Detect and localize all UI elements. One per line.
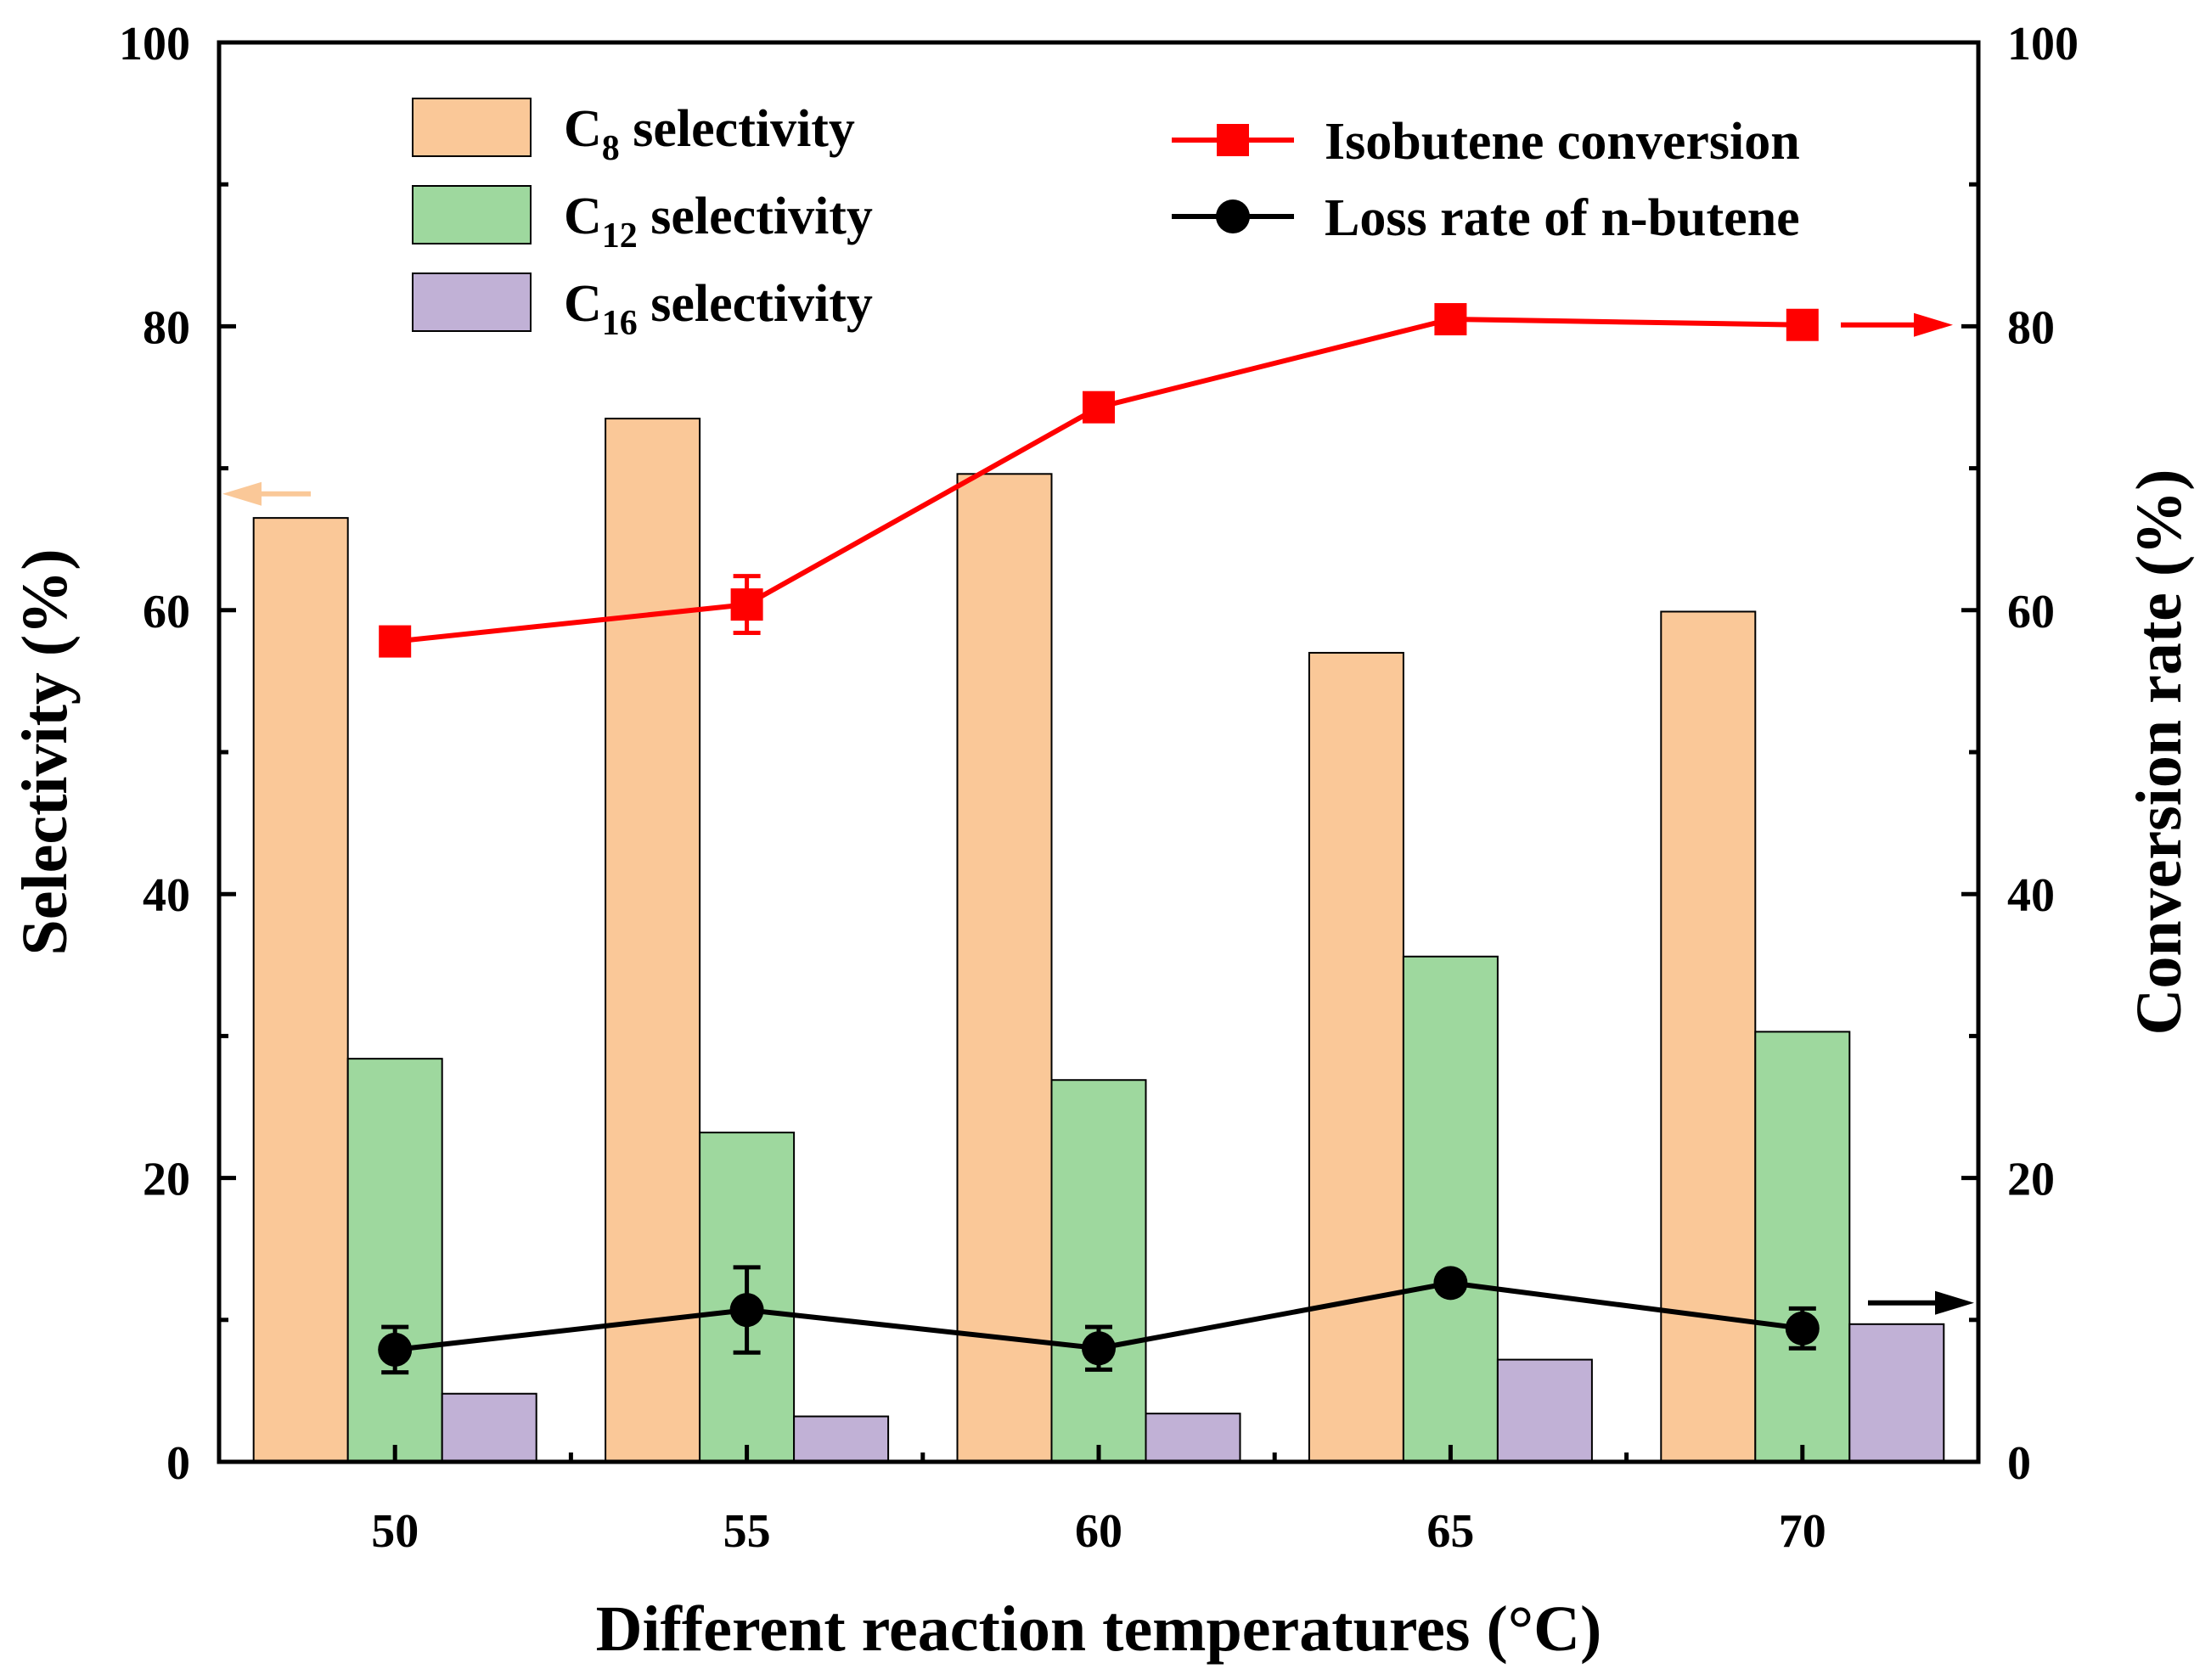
y-left-tick-label-60: 60 (143, 586, 190, 638)
lines-layer (378, 303, 1820, 1375)
bar-c16-selectivity-50 (441, 1392, 537, 1464)
x-tick-label-70: 70 (1779, 1505, 1826, 1558)
marker-loss-rate-of-n-butene-60 (1082, 1331, 1116, 1366)
bar-c16-selectivity-55 (793, 1415, 890, 1463)
x-tick-label-50: 50 (371, 1505, 419, 1558)
legend: C8 selectivity C12 selectivity C16 selecti… (412, 98, 1800, 343)
marker-loss-rate-of-n-butene-65 (1433, 1266, 1468, 1301)
arrow-right-n-butene-head (1935, 1290, 1974, 1315)
legend-swatch-c8-selectivity (412, 98, 532, 157)
x-tick-label-60: 60 (1075, 1505, 1122, 1558)
arrow-right-isobutene-head (1914, 312, 1953, 337)
y-left-tick-label-0: 0 (166, 1437, 190, 1490)
y-right-tick-label-20: 20 (2007, 1154, 2055, 1206)
legend-label-c8-selectivity: C8 selectivity (564, 100, 855, 168)
bar-c16-selectivity-65 (1496, 1358, 1593, 1463)
legend-swatch-c12-selectivity (412, 185, 532, 244)
y-left-tick-label-100: 100 (119, 18, 190, 70)
bar-c16-selectivity-70 (1848, 1323, 1945, 1464)
tick-labels-layer: 0 20 40 60 80 100 0 20 40 60 80 100 50 55 60 65 70 (119, 18, 2079, 1558)
legend-marker-loss-rate-of-n-butene (1216, 199, 1250, 233)
y-axis-left-title: Selectivity (%) (9, 548, 81, 955)
marker-isobutene-conversion-55 (730, 588, 763, 621)
bars-layer (252, 418, 1945, 1464)
y-right-tick-label-80: 80 (2007, 301, 2055, 354)
y-left-tick-label-80: 80 (143, 301, 190, 354)
marker-isobutene-conversion-65 (1434, 303, 1467, 336)
arrow-left-selectivity-head (222, 481, 262, 506)
marker-isobutene-conversion-60 (1083, 391, 1115, 424)
marker-isobutene-conversion-70 (1786, 308, 1819, 341)
x-tick-label-65: 65 (1426, 1505, 1474, 1558)
marker-loss-rate-of-n-butene-55 (729, 1293, 764, 1328)
marker-loss-rate-of-n-butene-70 (1785, 1311, 1820, 1346)
y-left-tick-label-20: 20 (143, 1154, 190, 1206)
ticks-layer (219, 40, 1978, 1464)
y-axis-right-title: Conversion rate (%) (2124, 469, 2195, 1036)
axis-arrows-layer (222, 312, 1974, 1315)
bar-c8-selectivity-65 (1308, 651, 1404, 1463)
y-right-tick-label-0: 0 (2007, 1437, 2031, 1490)
bar-c12-selectivity-70 (1754, 1031, 1851, 1464)
y-left-tick-label-40: 40 (143, 869, 190, 922)
bar-c8-selectivity-60 (956, 473, 1053, 1464)
legend-label-c12-selectivity: C12 selectivity (564, 188, 873, 256)
bar-c12-selectivity-60 (1050, 1079, 1147, 1464)
legend-label-isobutene-conversion: Isobutene conversion (1325, 113, 1800, 171)
bar-c12-selectivity-65 (1402, 955, 1499, 1463)
bar-c8-selectivity-55 (605, 418, 701, 1464)
legend-swatch-c16-selectivity (412, 273, 532, 332)
marker-loss-rate-of-n-butene-50 (378, 1332, 413, 1367)
legend-marker-isobutene-conversion (1217, 124, 1249, 156)
bar-c8-selectivity-50 (252, 517, 349, 1463)
legend-label-c16-selectivity: C16 selectivity (564, 275, 873, 343)
legend-label-loss-rate-of-n-butene: Loss rate of n-butene (1325, 189, 1800, 247)
x-tick-label-55: 55 (723, 1505, 771, 1558)
x-axis-title: Different reaction temperatures (°C) (596, 1593, 1602, 1665)
bar-c8-selectivity-70 (1660, 610, 1757, 1463)
y-right-tick-label-40: 40 (2007, 869, 2055, 922)
bar-c16-selectivity-60 (1145, 1413, 1241, 1463)
bar-c12-selectivity-50 (346, 1058, 443, 1463)
y-right-tick-label-60: 60 (2007, 586, 2055, 638)
marker-isobutene-conversion-50 (379, 625, 412, 658)
y-right-tick-label-100: 100 (2007, 18, 2079, 70)
